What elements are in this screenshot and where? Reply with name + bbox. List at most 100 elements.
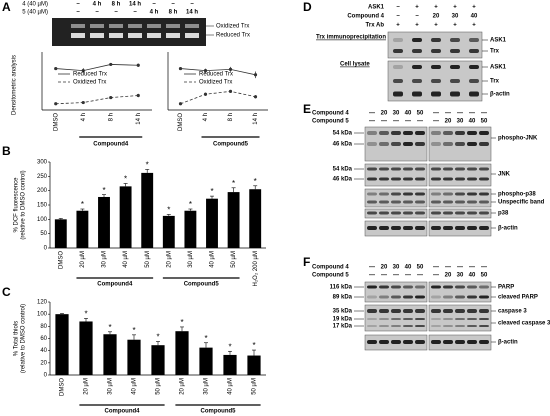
band <box>391 295 401 299</box>
lane-label: 50 <box>417 111 424 117</box>
x-tick-label: 30 µM <box>204 378 210 395</box>
bar <box>119 186 132 248</box>
lane-label: + <box>434 5 438 11</box>
lane-label: 8 h <box>169 10 178 16</box>
band <box>379 131 389 135</box>
x-tick-label: 14 h <box>136 113 142 125</box>
band <box>455 142 465 146</box>
band <box>379 192 389 196</box>
lane-label: — <box>469 111 475 117</box>
lane-label: 50 <box>481 273 488 279</box>
lane-label: − <box>415 14 419 20</box>
lane-label: 4 h <box>150 10 159 16</box>
significance-marker: * <box>146 161 149 170</box>
significance-marker: * <box>254 177 257 186</box>
band <box>467 318 477 320</box>
band <box>367 325 377 327</box>
point <box>109 95 113 100</box>
band <box>415 226 425 230</box>
point <box>228 89 233 93</box>
band <box>379 340 389 344</box>
band <box>467 295 477 299</box>
band-label: PARP <box>498 285 514 291</box>
band <box>367 192 377 196</box>
point <box>109 62 113 67</box>
band-label: Unspecific band <box>498 200 545 206</box>
y-tick-label: 200 <box>37 188 48 194</box>
blot <box>387 31 483 59</box>
band <box>415 318 425 320</box>
significance-marker: * <box>108 323 111 332</box>
bar <box>249 189 262 248</box>
band <box>379 309 389 313</box>
x-tick-label: 50 µM <box>252 378 258 395</box>
band <box>403 177 413 181</box>
band <box>431 295 441 299</box>
band <box>455 177 465 181</box>
y-tick-label: 60 <box>40 336 47 342</box>
x-tick-label: 40 µM <box>123 251 129 268</box>
significance-marker: * <box>204 334 207 343</box>
band <box>467 192 477 196</box>
band <box>391 318 401 320</box>
bar <box>184 210 197 248</box>
band <box>391 200 401 204</box>
significance-marker: * <box>228 342 231 351</box>
bar <box>199 347 213 375</box>
band <box>469 91 479 97</box>
band <box>479 192 489 196</box>
bar <box>76 210 89 248</box>
band <box>403 142 413 146</box>
lane-label: 30 <box>393 265 400 271</box>
band <box>431 340 441 344</box>
band <box>467 340 477 344</box>
band <box>455 192 465 196</box>
band <box>479 295 489 299</box>
lane-label: 30 <box>457 119 464 125</box>
blot <box>364 281 428 303</box>
y-tick-label: 120 <box>37 300 48 306</box>
band <box>403 192 413 196</box>
row-label: Compound 4 <box>312 111 349 117</box>
lane-label: — <box>457 111 463 117</box>
point <box>54 66 58 71</box>
significance-marker: * <box>156 333 159 342</box>
band <box>412 91 422 97</box>
band-label: Trx <box>490 49 500 55</box>
x-tick-label: 30 µM <box>188 251 194 268</box>
band <box>415 167 425 171</box>
band <box>147 33 161 38</box>
band <box>403 131 413 135</box>
blot <box>52 18 206 46</box>
band <box>109 33 123 38</box>
band <box>393 38 403 42</box>
lane-label: 30 <box>457 273 464 279</box>
band <box>391 192 401 196</box>
band <box>367 285 377 289</box>
band <box>185 24 199 28</box>
band <box>379 142 389 146</box>
lane-label: 20 <box>433 14 440 20</box>
band <box>479 285 489 289</box>
band <box>367 177 377 181</box>
significance-marker: * <box>210 187 213 196</box>
panel-letter: B <box>2 144 11 158</box>
lane-label: 50 <box>417 265 424 271</box>
band <box>379 177 389 181</box>
band <box>185 33 199 38</box>
y-tick-label: 0 <box>44 246 48 252</box>
band <box>443 318 453 320</box>
band <box>455 318 465 320</box>
lane-label: + <box>453 5 457 11</box>
size-label: 89 kDa <box>333 295 353 301</box>
lane-label: 8 h <box>112 2 121 8</box>
band <box>455 295 465 299</box>
band <box>367 226 377 230</box>
panel-letter: D <box>303 0 312 14</box>
band <box>415 200 425 204</box>
lane-label: − <box>152 2 156 8</box>
band <box>431 49 441 53</box>
band <box>90 33 104 38</box>
row-label: Compound 5 <box>312 119 349 125</box>
band <box>109 24 123 28</box>
